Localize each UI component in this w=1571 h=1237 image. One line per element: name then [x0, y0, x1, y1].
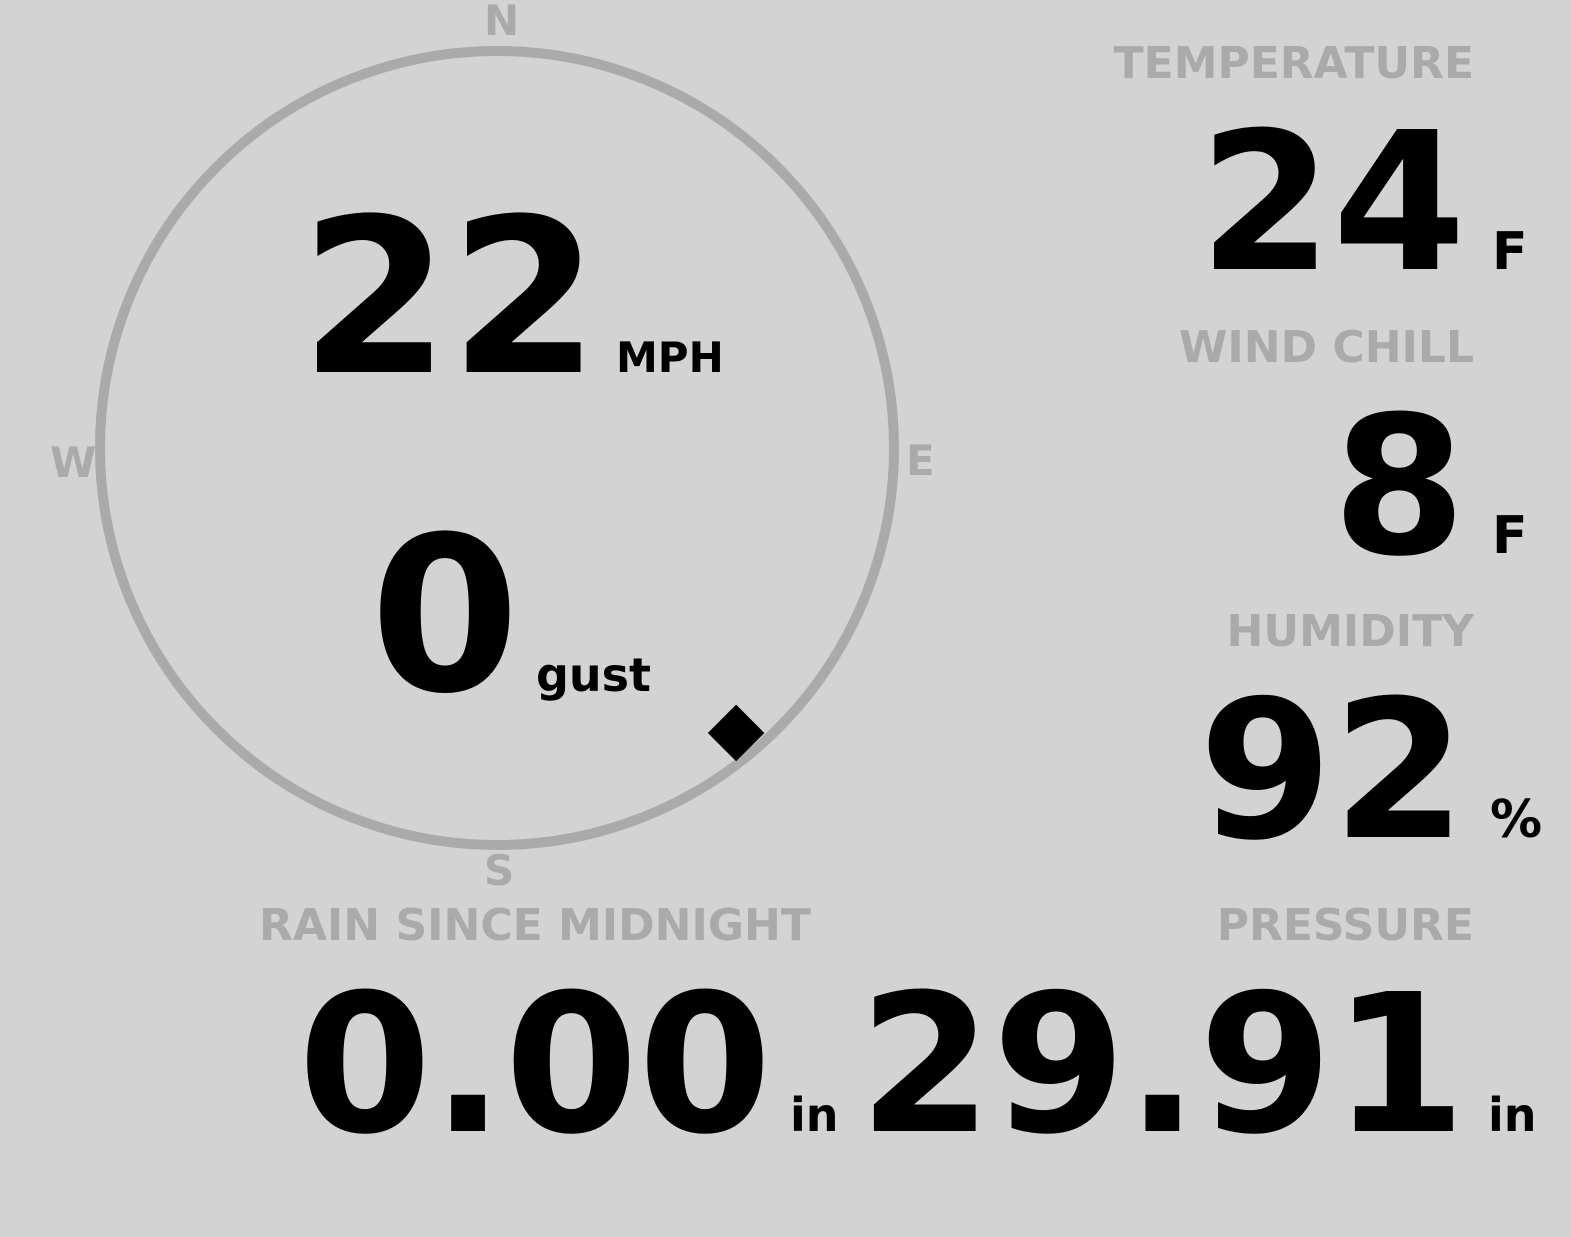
- wind-speed-unit: MPH: [616, 333, 724, 382]
- temperature-label: TEMPERATURE: [1113, 38, 1474, 89]
- wind-chill-unit: F: [1492, 506, 1528, 566]
- wind-gust-value: 0: [370, 490, 520, 741]
- compass-west: W: [50, 438, 97, 487]
- humidity-label: HUMIDITY: [1226, 606, 1474, 657]
- rain-unit: in: [790, 1088, 839, 1142]
- pressure-unit: in: [1488, 1088, 1537, 1142]
- compass-south: S: [484, 846, 515, 895]
- pressure-label: PRESSURE: [1216, 900, 1474, 951]
- compass-north: N: [484, 0, 520, 45]
- temperature-value: 24: [1198, 92, 1466, 315]
- rain-value: 0.00: [298, 954, 772, 1177]
- compass-ring: [95, 46, 899, 850]
- wind-gust-unit: gust: [536, 648, 652, 702]
- temperature-unit: F: [1492, 222, 1528, 282]
- compass-east: E: [906, 436, 935, 485]
- pressure-value: 29.91: [858, 954, 1466, 1177]
- humidity-unit: %: [1490, 790, 1543, 850]
- wind-chill-value: 8: [1332, 376, 1466, 599]
- rain-label: RAIN SINCE MIDNIGHT: [259, 900, 811, 951]
- wind-speed-value: 22: [300, 172, 600, 423]
- humidity-value: 92: [1198, 660, 1466, 883]
- wind-chill-label: WIND CHILL: [1178, 322, 1474, 373]
